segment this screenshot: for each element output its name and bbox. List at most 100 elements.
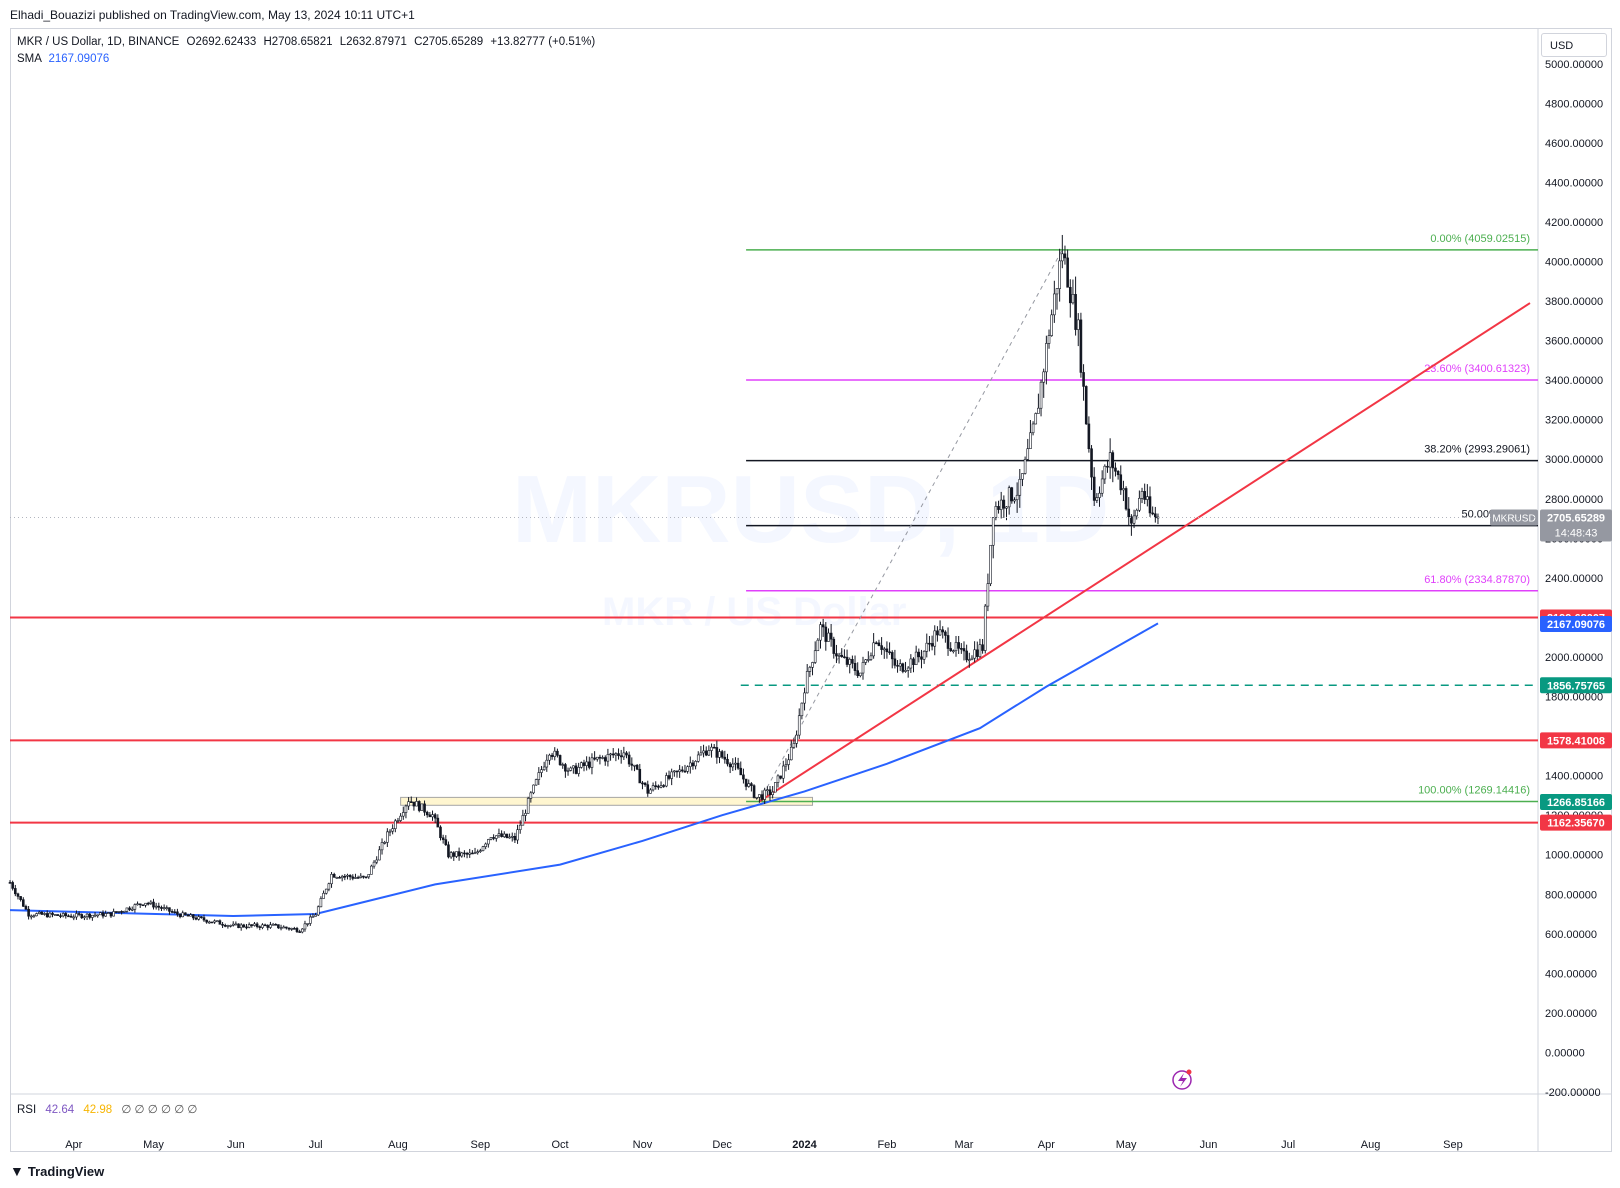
candle-body xyxy=(91,914,94,918)
candle-body xyxy=(16,893,20,897)
price-label-bg xyxy=(1540,677,1612,694)
candle-body xyxy=(425,811,429,816)
candle-body xyxy=(906,667,910,671)
candle-body xyxy=(1082,372,1085,387)
rsi-legend[interactable]: RSI 42.64 42.98 ∅ ∅ ∅ ∅ ∅ ∅ xyxy=(17,1102,197,1116)
candle-body xyxy=(1029,432,1032,449)
candle-body xyxy=(728,763,732,768)
y-tick-label: 3400.00000 xyxy=(1545,375,1603,387)
candle-body xyxy=(704,750,708,756)
candle-body xyxy=(633,764,636,767)
candle-body xyxy=(194,917,198,920)
candle-body xyxy=(588,761,591,768)
fib-trend-diagonal xyxy=(758,249,1063,802)
candle-body xyxy=(805,671,809,694)
candle-body xyxy=(32,915,36,918)
candle-body xyxy=(133,904,137,910)
candle-body xyxy=(327,883,331,890)
candle-body xyxy=(1122,488,1125,491)
candle-body xyxy=(51,912,54,915)
candle-body xyxy=(731,763,735,768)
candle-body xyxy=(859,672,862,677)
time-axis[interactable]: Apr May Jun Jul Aug Sep Oct Nov Dec 2024 Feb Mar Apr… xyxy=(65,1139,1463,1151)
candle-body xyxy=(1047,335,1051,344)
candle-body xyxy=(444,839,448,846)
candle-body xyxy=(298,931,301,933)
candle-body xyxy=(768,789,772,795)
legend-sma[interactable]: SMA 2167.09076 xyxy=(17,53,109,65)
candle-body xyxy=(723,756,727,760)
candle-body xyxy=(941,629,945,633)
candle-body xyxy=(293,928,296,930)
candle-body xyxy=(386,831,389,843)
publisher-bar: Elhadi_Bouazizi published on TradingView… xyxy=(0,0,1620,28)
candle-body xyxy=(455,851,458,857)
candle-body xyxy=(542,766,546,770)
candle-body xyxy=(1042,371,1046,383)
symbol-tag-text: MKRUSD xyxy=(1492,513,1535,524)
candle-body xyxy=(96,914,99,917)
trendline[interactable] xyxy=(758,302,1531,803)
candle-body xyxy=(973,649,976,659)
candle-body xyxy=(957,642,960,649)
candle-body xyxy=(1007,487,1011,508)
candle-body xyxy=(441,837,445,840)
y-tick-label: 2800.00000 xyxy=(1545,494,1603,506)
candle-body xyxy=(962,648,966,652)
tradingview-logo-icon: ▼ xyxy=(10,1163,24,1179)
candle-body xyxy=(572,765,575,769)
lightning-bolt-icon xyxy=(1178,1073,1187,1087)
tradingview-logo[interactable]: ▼ TradingView xyxy=(10,1163,104,1179)
candle-body xyxy=(590,757,594,768)
y-tick-label: 2000.00000 xyxy=(1545,652,1603,664)
price-label-bg xyxy=(1540,732,1612,749)
candle-body xyxy=(561,764,565,766)
candle-body xyxy=(1151,512,1154,515)
candle-body xyxy=(949,648,952,652)
candle-body xyxy=(80,914,84,919)
candle-body xyxy=(994,506,998,518)
candle-body xyxy=(678,769,681,772)
candle-body xyxy=(338,877,341,879)
candle-body xyxy=(146,902,150,905)
candle-body xyxy=(417,801,421,811)
candle-body xyxy=(306,923,309,925)
candle-body xyxy=(64,913,68,917)
sma-line xyxy=(9,622,1159,918)
candle-body xyxy=(502,833,506,837)
candle-body xyxy=(789,746,793,761)
candle-body xyxy=(577,767,580,774)
candle-body xyxy=(510,835,514,838)
candle-body xyxy=(415,801,418,807)
candle-body xyxy=(27,908,30,917)
candle-body xyxy=(991,517,995,546)
candle-body xyxy=(540,769,543,773)
candle-body xyxy=(928,642,931,645)
legend-symbol[interactable]: MKR / US Dollar, 1D, BINANCE xyxy=(17,36,180,48)
candle-body xyxy=(821,624,825,628)
x-tick-label: Mar xyxy=(955,1139,974,1151)
candle-body xyxy=(428,814,432,818)
candle-body xyxy=(287,927,291,930)
candle-body xyxy=(526,798,530,814)
candle-body xyxy=(521,815,525,826)
candle-body xyxy=(598,756,602,759)
currency-button[interactable]: USD xyxy=(1541,33,1607,57)
candle-body xyxy=(726,758,729,765)
y-tick-label: 800.00000 xyxy=(1545,889,1597,901)
candle-body xyxy=(1063,253,1067,259)
candle-body xyxy=(1143,491,1146,500)
y-tick-label: 5000.00000 xyxy=(1545,59,1603,71)
fibonacci-retracement[interactable]: 0.00% (4059.02515) 23.60% (3400.61323) 38.… xyxy=(746,233,1538,803)
candle-body xyxy=(290,928,293,930)
candle-body xyxy=(702,750,705,754)
candle-body xyxy=(261,924,264,928)
candle-body xyxy=(457,851,461,857)
candle-body xyxy=(354,877,357,879)
candle-body xyxy=(755,796,759,799)
candle-body xyxy=(845,656,849,665)
candle-body xyxy=(463,852,466,855)
price-axis[interactable]: 5000.00000 4800.00000 4600.00000 4400.00000… xyxy=(1545,59,1603,1099)
candle-body xyxy=(882,648,886,651)
